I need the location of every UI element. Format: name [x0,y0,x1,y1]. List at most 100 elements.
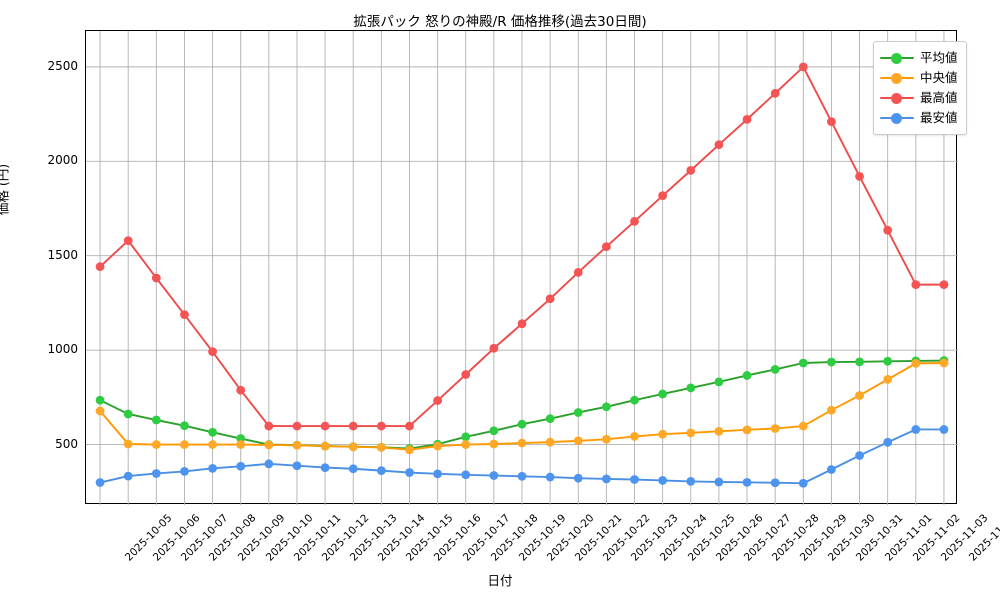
series-data-point [630,432,639,441]
series-data-point [95,478,105,487]
series-data-point [236,434,246,443]
series-data-point [686,476,696,486]
legend-label: 最高値 [920,89,958,105]
y-axis-label: 価格 (円) [0,163,11,216]
series-data-point [630,216,639,226]
series-data-point [348,421,358,431]
legend-item[interactable]: 最高値 [880,88,958,108]
series-data-point [742,477,752,487]
legend-marker-icon [880,91,914,105]
y-axis-tick-label: 2500 [47,58,78,73]
series-data-point [939,280,949,290]
series-data-point [573,436,583,446]
series-data-point [517,471,527,481]
series-data-point [827,117,836,127]
series-data-point [236,440,246,449]
series-data-point [658,389,668,399]
data-series-layer [95,62,949,488]
y-axis-tick-labels: 500 1000 1500 2000 2500 [0,0,78,600]
series-data-point [742,114,752,124]
series-data-point [686,428,696,438]
series-data-point [208,347,217,357]
series-data-point [95,395,105,405]
series-data-point [601,434,611,444]
series-data-point [236,385,246,395]
series-data-point [95,262,105,272]
series-data-point [798,62,808,72]
series-data-point [545,437,555,447]
series-data-point [770,478,780,488]
series-data-point [827,405,836,415]
legend-label: 最安値 [920,109,958,125]
series-line [99,65,945,428]
legend-label: 中央値 [920,69,958,85]
series-data-point [151,440,161,449]
series-data-point [348,442,358,452]
series-data-point [517,419,527,429]
series-data-point [292,461,302,471]
series-data-point [770,424,780,433]
series-data-point [461,432,471,442]
series-data-point [798,358,808,368]
series-data-point [180,310,189,320]
series-data-point [714,477,724,487]
series-data-point [601,474,611,484]
series-data-point [123,471,133,481]
legend-item[interactable]: 中央値 [880,68,958,88]
series-data-point [714,377,724,387]
series-data-point [517,319,527,329]
series-data-point [883,356,893,366]
series-data-point [433,441,443,451]
series-data-point [855,357,864,367]
series-data-point [180,466,189,476]
series-data-point [883,375,893,384]
series-data-point [264,421,274,431]
series-data-point [489,439,499,449]
series-data-point [95,406,105,416]
y-axis-tick-label: 1000 [47,342,78,357]
series-data-point [348,464,358,474]
series-data-point [742,371,752,380]
series-data-point [208,440,217,449]
series-data-point [798,421,808,431]
series-data-point [292,421,302,431]
series-data-point [180,440,189,449]
legend-marker-icon [880,71,914,85]
series-data-point [489,426,499,436]
series-data-point [911,358,921,368]
series-data-point [264,440,274,450]
series-data-point [798,478,808,488]
series-data-point [770,365,780,374]
plot-area [85,30,958,505]
series-data-point [827,357,836,367]
series-data-point [123,439,133,449]
series-data-point [151,415,161,425]
series-data-point [151,273,161,283]
series-data-point [545,294,555,304]
series-data-point [264,459,274,469]
legend-item[interactable]: 最安値 [880,108,958,128]
series-data-point [545,472,555,482]
y-axis-tick-label: 2000 [47,153,78,168]
series-data-point [405,468,414,477]
series-data-point [320,441,330,451]
series-data-point [180,421,189,431]
legend-label: 平均値 [920,49,958,65]
series-data-point [855,451,864,460]
series-data-point [123,236,133,246]
series-data-point [461,370,471,379]
series-data-point [320,421,330,431]
legend-marker-icon [880,51,914,65]
series-line [99,359,945,450]
series-data-point [461,470,471,480]
legend-item[interactable]: 平均値 [880,48,958,68]
series-data-point [376,443,386,452]
series-data-point [208,463,217,473]
series-data-point [433,396,443,405]
series-data-point [517,438,527,448]
series-data-point [320,463,330,473]
legend-dot-icon [891,112,902,124]
series-data-point [883,437,893,447]
series-data-point [376,466,386,476]
series-data-point [855,391,864,400]
